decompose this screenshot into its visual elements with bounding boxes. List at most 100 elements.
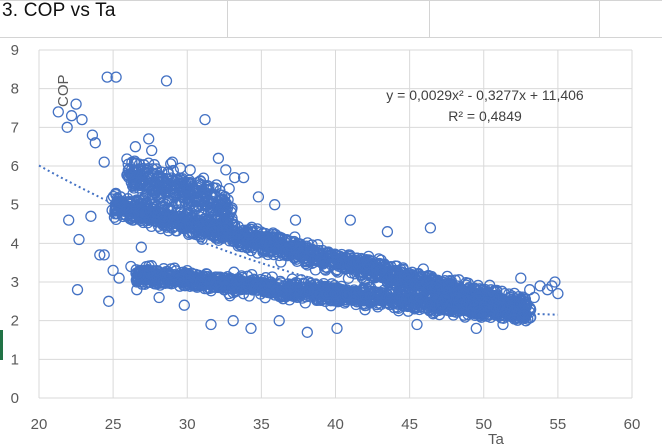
data-point <box>223 182 235 195</box>
data-point <box>342 272 355 284</box>
data-point <box>363 259 375 272</box>
chart-area[interactable] <box>3 38 659 447</box>
data-point <box>65 110 78 122</box>
data-point <box>344 214 356 226</box>
data-point <box>241 242 253 254</box>
data-point <box>156 184 168 196</box>
data-point <box>63 214 75 226</box>
data-point <box>205 318 217 331</box>
data-point <box>284 281 296 293</box>
data-point <box>300 258 312 270</box>
data-point <box>145 260 158 272</box>
data-point <box>157 276 170 288</box>
data-point <box>127 214 139 226</box>
x-tick-labels: 20 25 30 35 40 45 50 55 60 <box>31 416 641 433</box>
data-point <box>163 203 175 215</box>
data-point <box>262 285 274 297</box>
data-point <box>385 270 397 282</box>
data-point <box>144 171 156 183</box>
data-point <box>404 300 417 313</box>
data-point <box>422 298 434 310</box>
data-point <box>246 240 258 252</box>
data-point <box>262 245 275 257</box>
data-point <box>497 318 509 331</box>
data-point <box>462 277 474 289</box>
trendline-r-squared: R² = 0,4849 <box>448 108 522 124</box>
data-point <box>195 189 208 201</box>
data-point <box>245 322 257 335</box>
data-point <box>223 277 235 290</box>
data-point <box>257 227 269 239</box>
x-tick-label: 55 <box>550 416 567 433</box>
data-point <box>182 193 194 205</box>
data-point <box>52 106 64 118</box>
data-point <box>127 187 139 200</box>
x-tick-label: 45 <box>401 416 418 433</box>
y-axis-label: COP <box>55 74 72 107</box>
data-point <box>344 257 356 270</box>
data-point <box>267 231 280 243</box>
data-point <box>373 286 385 299</box>
data-point <box>86 129 99 141</box>
data-point <box>170 212 182 225</box>
y-tick-label: 7 <box>11 119 19 136</box>
data-point <box>273 315 285 327</box>
data-point <box>338 261 350 273</box>
data-point <box>381 226 394 238</box>
data-point <box>94 249 106 261</box>
data-point <box>125 163 138 176</box>
data-point <box>331 322 343 335</box>
data-point <box>256 278 268 291</box>
data-point <box>320 247 333 259</box>
data-points <box>52 71 564 338</box>
data-point <box>226 283 239 295</box>
data-point <box>184 164 196 176</box>
data-point <box>426 275 438 287</box>
data-point <box>442 277 455 290</box>
data-point <box>76 113 88 126</box>
data-point <box>314 253 327 265</box>
data-point <box>347 292 360 305</box>
data-point <box>413 299 426 311</box>
data-point <box>140 206 152 219</box>
data-point <box>70 98 82 110</box>
data-point <box>358 259 371 272</box>
data-point <box>135 241 147 253</box>
y-tick-label: 4 <box>11 235 19 252</box>
data-point <box>194 178 207 190</box>
data-point <box>281 234 293 246</box>
data-point <box>162 277 174 289</box>
data-point <box>179 195 191 207</box>
data-point <box>264 238 276 250</box>
data-point <box>456 301 468 313</box>
x-tick-label: 50 <box>475 416 492 433</box>
data-point <box>516 310 529 322</box>
y-tick-label: 6 <box>11 158 19 175</box>
data-point <box>126 171 138 184</box>
data-point <box>454 295 466 307</box>
data-point <box>103 295 115 307</box>
y-tick-label: 1 <box>11 351 19 368</box>
data-point <box>241 270 254 282</box>
data-point <box>71 284 84 296</box>
data-point <box>252 191 265 203</box>
data-point <box>131 284 143 296</box>
data-point <box>157 175 169 188</box>
data-point <box>135 205 147 217</box>
data-point <box>220 164 232 176</box>
data-point <box>417 263 429 275</box>
data-point <box>133 270 145 282</box>
data-point <box>101 71 113 83</box>
x-tick-label: 35 <box>253 416 270 433</box>
selection-handle[interactable] <box>0 330 3 360</box>
data-point <box>352 256 364 268</box>
data-point <box>376 263 388 275</box>
data-point <box>121 204 133 216</box>
data-point <box>214 194 227 206</box>
data-point <box>143 133 155 145</box>
data-point <box>359 304 371 316</box>
y-tick-label: 8 <box>11 81 19 98</box>
data-point <box>165 158 177 170</box>
data-point <box>175 220 187 232</box>
